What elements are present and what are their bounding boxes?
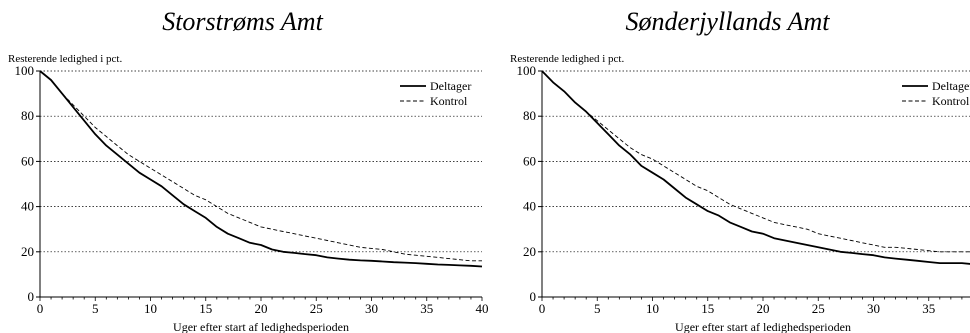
y-tick-label: 40 bbox=[21, 199, 34, 214]
chart-svg-sonderjyllands: Resterende ledighed i pct. 0 20 40 60 80 100 0 5… bbox=[510, 53, 970, 333]
legend-label-deltager: Deltager bbox=[430, 79, 471, 93]
chart-svg-storstroms: Resterende ledighed i pct. 0 20 40 60 80 100 0 5… bbox=[8, 53, 489, 333]
chart-panel-sonderjyllands: Sønderjyllands Amt Resterende ledighed i… bbox=[485, 0, 970, 333]
y-tick-label: 80 bbox=[21, 108, 34, 123]
y-tick-label: 0 bbox=[28, 289, 35, 304]
legend-label-kontrol: Kontrol bbox=[430, 94, 468, 108]
y-tick-label: 60 bbox=[21, 153, 34, 168]
x-tick-label: 40 bbox=[476, 301, 489, 316]
x-tick-label: 10 bbox=[646, 301, 659, 316]
y-tick-label: 0 bbox=[530, 289, 537, 304]
x-tick-label: 35 bbox=[922, 301, 935, 316]
x-tick-label: 25 bbox=[812, 301, 825, 316]
y-tick-label: 80 bbox=[523, 108, 536, 123]
x-tick-label: 20 bbox=[757, 301, 770, 316]
series-line-kontrol bbox=[541, 70, 970, 253]
x-tick-label: 5 bbox=[92, 301, 99, 316]
x-tick-label: 35 bbox=[420, 301, 433, 316]
series-line-deltager bbox=[39, 70, 483, 268]
x-axis-label: Uger efter start af ledighedsperioden bbox=[173, 320, 349, 333]
y-tick-label: 100 bbox=[15, 63, 35, 78]
chart-panel-storstroms: Storstrøms Amt Resterende ledighed i pct… bbox=[8, 7, 489, 333]
x-tick-label: 20 bbox=[255, 301, 268, 316]
x-tick-label: 15 bbox=[701, 301, 714, 316]
x-tick-label: 30 bbox=[365, 301, 378, 316]
y-tick-label: 100 bbox=[517, 63, 537, 78]
legend-label-kontrol: Kontrol bbox=[932, 94, 970, 108]
series-line-deltager bbox=[541, 70, 970, 265]
x-tick-label: 30 bbox=[867, 301, 880, 316]
chart-title: Storstrøms Amt bbox=[162, 7, 323, 36]
x-tick-label: 0 bbox=[539, 301, 546, 316]
x-tick-label: 0 bbox=[37, 301, 44, 316]
x-tick-label: 25 bbox=[310, 301, 323, 316]
legend-label-deltager: Deltager bbox=[932, 79, 970, 93]
x-tick-label: 15 bbox=[199, 301, 212, 316]
y-tick-label: 20 bbox=[21, 244, 34, 259]
y-axis-label: Resterende ledighed i pct. bbox=[8, 53, 122, 65]
x-axis-label: Uger efter start af ledighedsperioden bbox=[675, 320, 851, 333]
series-line-kontrol bbox=[39, 70, 482, 262]
chart-title: Sønderjyllands Amt bbox=[625, 7, 830, 36]
y-axis-label: Resterende ledighed i pct. bbox=[510, 53, 624, 65]
y-tick-label: 60 bbox=[523, 153, 536, 168]
y-tick-label: 40 bbox=[523, 199, 536, 214]
y-tick-label: 20 bbox=[523, 244, 536, 259]
x-tick-label: 10 bbox=[144, 301, 157, 316]
x-tick-label: 5 bbox=[594, 301, 601, 316]
